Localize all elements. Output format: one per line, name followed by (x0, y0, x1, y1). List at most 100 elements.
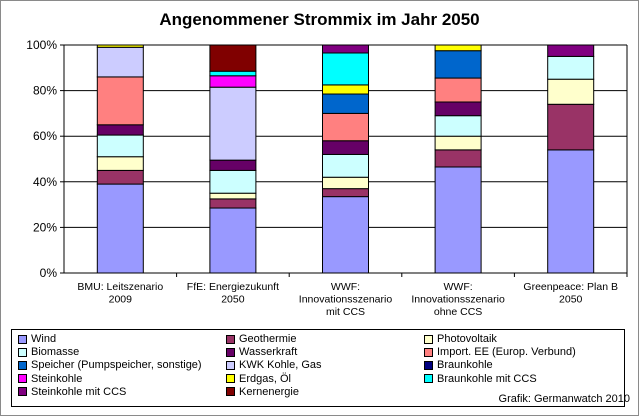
legend-label: Steinkohle (31, 372, 83, 385)
bar-segment (96, 46, 144, 78)
bar-segment (322, 176, 369, 190)
bar-segment (547, 149, 595, 274)
bar-segment (209, 70, 257, 77)
legend-swatch (424, 334, 433, 344)
legend-label: Braunkohle (437, 359, 493, 372)
legend-swatch (226, 374, 235, 384)
legend-label: Photovoltaik (437, 333, 497, 345)
legend-label: Speicher (Pumpspeicher, sonstige) (31, 359, 202, 372)
y-tick-label: 0% (40, 266, 58, 280)
legend-label: Kernenergie (239, 385, 299, 398)
bar-segment (209, 86, 257, 161)
bar-segment (434, 77, 482, 103)
x-category-label: 2050 (221, 294, 245, 306)
bar-segment (209, 75, 257, 88)
x-category-label: FfE: Energiezukunft (187, 281, 279, 293)
bar-segment (209, 169, 257, 194)
legend-label: Biomasse (31, 346, 80, 359)
bar-segment (209, 207, 257, 274)
legend-label: Import. EE (Europ. Verbund) (437, 346, 576, 359)
bar-segment (209, 159, 257, 171)
legend-label: Erdgas, Öl (239, 372, 291, 385)
x-category-label: BMU: Leitszenario (77, 281, 163, 293)
bar-segment (322, 153, 369, 178)
x-category-label: 2050 (559, 294, 583, 306)
credit-text: Grafik: Germanwatch 2010 (498, 393, 630, 405)
legend-item: Speicher (Pumpspeicher, sonstige) (18, 359, 202, 371)
bar-segment (322, 52, 369, 86)
bar-segment (96, 156, 144, 171)
bar-segment (96, 76, 144, 126)
x-category-label: ohne CCS (434, 306, 482, 318)
legend-swatch (18, 347, 27, 357)
bar-segment (547, 55, 595, 80)
x-category-label: Greenpeace: Plan B (523, 281, 618, 293)
bars (96, 44, 595, 274)
legend-label: Geothermie (239, 333, 297, 345)
legend-swatch (226, 387, 235, 397)
bar-segment (96, 183, 144, 274)
bar-segment (209, 192, 257, 200)
legend-swatch (424, 374, 433, 384)
legend-item: Wind (18, 333, 56, 345)
bar-segment (322, 44, 369, 54)
bar-segment (96, 124, 144, 136)
y-tick-label: 80% (33, 84, 57, 98)
bar-segment (96, 44, 144, 48)
legend-item: Kernenergie (226, 386, 299, 398)
bar-segment (434, 44, 482, 52)
bar-segment (547, 78, 595, 105)
bar-segment (322, 84, 369, 95)
legend-item: Erdgas, Öl (226, 373, 291, 385)
bar-segment (322, 196, 369, 274)
legend-item: KWK Kohle, Gas (226, 359, 322, 371)
legend-item: Import. EE (Europ. Verbund) (424, 346, 576, 358)
bar-segment (322, 93, 369, 114)
bar-segment (434, 149, 482, 168)
bar-segment (322, 188, 369, 198)
bar-segment (96, 134, 144, 158)
legend-item: Braunkohle mit CCS (424, 373, 537, 385)
legend-item: Steinkohle mit CCS (18, 386, 126, 398)
y-tick-label: 60% (33, 129, 57, 143)
legend-swatch (18, 387, 27, 397)
bar-segment (434, 166, 482, 274)
bar-segment (547, 103, 595, 151)
x-category-label: mit CCS (326, 306, 365, 318)
bar-segment (209, 44, 257, 72)
axes (60, 44, 628, 277)
legend-swatch (18, 360, 27, 370)
legend-swatch (18, 334, 27, 344)
legend-item: Steinkohle (18, 373, 82, 385)
x-category-label: Innovationsszenario (299, 294, 393, 306)
legend-swatch (226, 334, 235, 344)
legend-label: Braunkohle mit CCS (437, 372, 537, 385)
x-category-label: WWF: (331, 281, 360, 293)
bar-segment (547, 44, 595, 57)
bar-segment (434, 135, 482, 151)
legend-label: Wasserkraft (239, 346, 298, 359)
y-tick-label: 100% (26, 38, 57, 52)
legend-swatch (18, 374, 27, 384)
legend-item: Wasserkraft (226, 346, 297, 358)
legend-item: Biomasse (18, 346, 79, 358)
chart-title: Angenommener Strommix im Jahr 2050 (159, 10, 480, 29)
x-category-label: 2009 (109, 294, 133, 306)
legend-item: Braunkohle (424, 359, 493, 371)
legend-label: Steinkohle mit CCS (31, 385, 127, 398)
legend-swatch (226, 360, 235, 370)
bar-segment (434, 101, 482, 117)
legend-swatch (424, 347, 433, 357)
bar-segment (434, 50, 482, 79)
bar-segment (322, 140, 369, 155)
legend-item: Geothermie (226, 333, 296, 345)
bar-segment (434, 115, 482, 137)
x-category-label: WWF: (444, 281, 473, 293)
legend-label: Wind (31, 333, 57, 345)
y-tick-label: 20% (33, 220, 57, 234)
legend: Wind Geothermie Photovoltaik Biomasse Wasser… (11, 329, 625, 407)
y-tick-label: 40% (33, 175, 57, 189)
